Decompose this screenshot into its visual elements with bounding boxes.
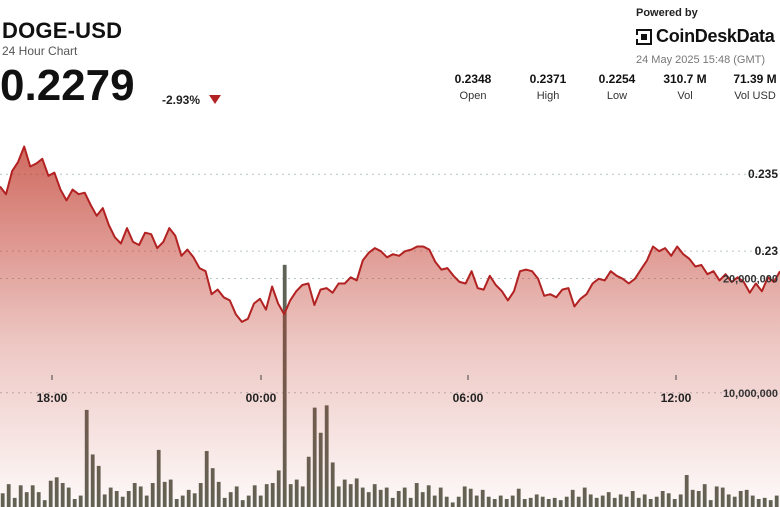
stat-label: Open: [459, 90, 487, 102]
coindesk-logo-icon: [636, 28, 652, 45]
timestamp: 24 May 2025 15:48 (GMT): [636, 54, 766, 66]
stat-open: 0.2348 Open: [438, 72, 508, 102]
stat-value: 310.7 M: [663, 72, 707, 86]
price-change: -2.93%: [162, 93, 201, 107]
stat-low: 0.2254 Low: [582, 72, 652, 102]
volume-tick-label: 20,000,000: [723, 274, 778, 286]
chart-subtitle: 24 Hour Chart: [2, 44, 78, 58]
x-tick-label: 00:00: [246, 391, 277, 405]
x-tick-label: 06:00: [453, 391, 484, 405]
stat-vol: 310.7 M Vol: [650, 72, 720, 102]
stat-value: 0.2254: [598, 72, 636, 86]
stat-label: Vol: [677, 90, 693, 102]
y-tick-label: 0.235: [748, 167, 778, 181]
y-axis-ticks: 0.235 0.23: [748, 167, 778, 258]
y-tick-label: 0.23: [755, 244, 779, 258]
current-price: 0.2279: [0, 61, 135, 110]
brand-name: CoinDeskData: [656, 26, 775, 46]
stat-value: 0.2371: [529, 72, 567, 86]
stat-label: High: [536, 90, 560, 102]
x-tick-label: 12:00: [661, 391, 692, 405]
stat-high: 0.2371 High: [513, 72, 583, 102]
x-tick-label: 18:00: [37, 391, 68, 405]
price-line: [0, 145, 780, 323]
brand-logo: CoinDeskData: [636, 26, 775, 47]
stat-value: 0.2348: [454, 72, 492, 86]
stat-value: 71.39 M: [733, 72, 777, 86]
volume-tick-label: 10,000,000: [723, 388, 778, 400]
x-axis-ticks: 18:00 00:00 06:00 12:00: [37, 375, 692, 405]
price-area: [0, 146, 780, 507]
stat-label: Vol USD: [734, 90, 776, 102]
volume-axis-ticks: 10,000,000 20,000,000: [723, 274, 778, 400]
stat-vol-usd: 71.39 M Vol USD: [722, 72, 780, 102]
powered-by-label: Powered by: [636, 7, 698, 19]
stat-label: Low: [606, 90, 628, 102]
down-arrow-icon: [209, 95, 221, 104]
ticker-symbol: DOGE-USD: [2, 18, 123, 43]
